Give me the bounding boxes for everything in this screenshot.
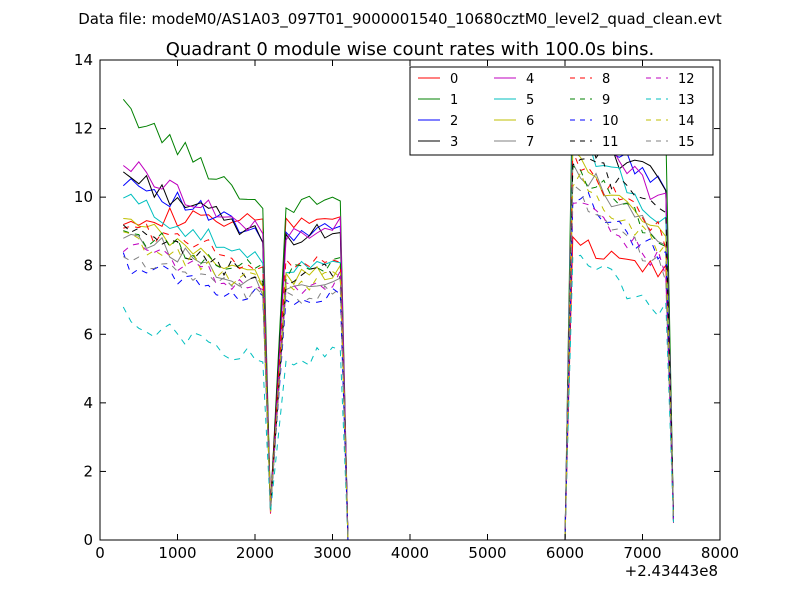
series-line-11: [122, 157, 674, 541]
series-line-3: [122, 131, 674, 541]
legend-label-4: 4: [526, 72, 534, 87]
series-line-0: [123, 206, 674, 541]
series-line-4: [122, 111, 674, 541]
x-tick-label: 6000: [546, 544, 584, 562]
legend-label-3: 3: [450, 135, 458, 150]
y-tick-label: 14: [74, 51, 93, 69]
legend-label-12: 12: [678, 72, 695, 87]
x-tick-label: 5000: [468, 544, 506, 562]
x-axis-offset-label: +2.43443e8: [625, 562, 718, 580]
y-tick-label: 12: [74, 120, 93, 138]
y-tick-label: 10: [74, 188, 93, 206]
legend-label-2: 2: [450, 114, 458, 129]
legend-label-1: 1: [450, 93, 458, 108]
legend-label-9: 9: [602, 93, 610, 108]
legend-label-14: 14: [678, 114, 695, 129]
series-line-9: [123, 165, 674, 541]
series-line-5: [123, 127, 674, 541]
y-tick-label: 0: [83, 531, 93, 549]
x-tick-label: 3000: [313, 544, 351, 562]
series-layer: [122, 68, 674, 541]
series-line-6: [123, 148, 674, 541]
legend-box: [409, 66, 714, 156]
x-axis-ticks: 0 1000 2000 3000 4000 5000 6000 7000 8000: [95, 60, 739, 562]
series-line-12: [122, 201, 674, 541]
legend-label-13: 13: [678, 93, 695, 108]
figure-suptitle: Data file: modeM0/AS1A03_097T01_90000015…: [78, 10, 722, 29]
series-line-8: [123, 150, 674, 541]
series-line-14: [123, 172, 674, 541]
legend-label-7: 7: [526, 135, 534, 150]
legend-label-0: 0: [450, 72, 458, 87]
y-tick-label: 8: [83, 257, 93, 275]
x-tick-label: 7000: [623, 544, 661, 562]
legend-label-15: 15: [678, 135, 695, 150]
chart-title: Quadrant 0 module wise count rates with …: [166, 39, 655, 60]
legend-label-11: 11: [602, 135, 619, 150]
series-line-10: [122, 191, 674, 541]
legend-label-8: 8: [602, 72, 610, 87]
legend-label-5: 5: [526, 93, 534, 108]
x-tick-label: 4000: [391, 544, 429, 562]
y-tick-label: 6: [83, 325, 93, 343]
series-line-7: [123, 162, 674, 541]
x-tick-label: 0: [95, 544, 105, 562]
x-tick-label: 2000: [236, 544, 274, 562]
series-line-2: [122, 116, 674, 541]
x-tick-label: 1000: [158, 544, 196, 562]
series-line-13: [122, 254, 674, 541]
legend-label-6: 6: [526, 114, 534, 129]
series-line-15: [123, 183, 674, 541]
y-tick-label: 2: [83, 462, 93, 480]
x-tick-label: 8000: [701, 544, 739, 562]
legend-label-10: 10: [602, 114, 619, 129]
y-tick-label: 4: [83, 394, 93, 412]
